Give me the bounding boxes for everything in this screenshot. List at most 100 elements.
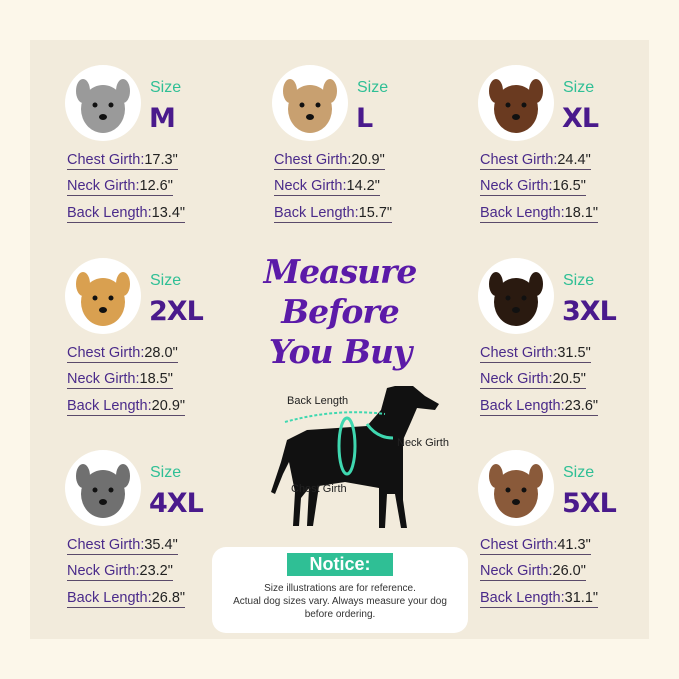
- back-length-row: Back Length:23.6": [480, 398, 599, 416]
- neck-girth-row: Neck Girth:20.5": [480, 371, 586, 389]
- chest-girth-label: Chest Girth:: [480, 537, 558, 553]
- chest-girth-value: 24.4": [557, 152, 591, 168]
- dog-photo: [65, 450, 141, 526]
- chest-girth-value: 35.4": [144, 537, 178, 553]
- chest-girth-value: 28.0": [144, 345, 178, 361]
- back-length-value: 13.4": [151, 205, 186, 221]
- size-value: M: [149, 103, 176, 134]
- back-length-label: Back Length:: [480, 205, 565, 221]
- dog-silhouette-icon: [271, 386, 439, 528]
- notice-line: Actual dog sizes vary. Always measure yo…: [233, 596, 447, 607]
- size-value: XL: [562, 103, 599, 134]
- chest-girth-value: 41.3": [557, 537, 591, 553]
- neck-girth-value: 23.2": [139, 563, 173, 579]
- neck-girth-row: Neck Girth:16.5": [480, 178, 586, 196]
- chest-girth-value: 20.9": [351, 152, 385, 168]
- back-length-value: 26.8": [151, 590, 186, 606]
- notice-line: before ordering.: [304, 609, 376, 620]
- back-length-row: Back Length:31.1": [480, 590, 599, 608]
- title-line: Before: [281, 292, 399, 331]
- size-label: Size: [150, 464, 182, 481]
- notice-box: Notice: Size illustrations are for refer…: [212, 547, 468, 633]
- size-value: L: [356, 103, 373, 134]
- neck-girth-label: Neck Girth:: [67, 371, 140, 387]
- chest-girth-label: Chest Girth: [291, 483, 347, 495]
- chest-girth-label: Chest Girth:: [67, 537, 145, 553]
- neck-girth-label: Neck Girth:: [67, 178, 140, 194]
- neck-girth-value: 20.5": [552, 371, 586, 387]
- neck-girth-label: Neck Girth:: [480, 563, 553, 579]
- back-length-row: Back Length:26.8": [67, 590, 186, 608]
- chest-girth-label: Chest Girth:: [67, 152, 145, 168]
- size-value: 3XL: [562, 296, 617, 327]
- size-label: Size: [150, 272, 182, 289]
- size-card: Size M Chest Girth:17.3" Neck Girth:12.6…: [65, 65, 255, 235]
- notice-title: Notice:: [287, 553, 393, 576]
- neck-girth-value: 16.5": [552, 178, 586, 194]
- neck-girth-row: Neck Girth:18.5": [67, 371, 173, 389]
- chest-girth-label: Chest Girth:: [480, 152, 558, 168]
- dog-photo: [272, 65, 348, 141]
- notice-line: Size illustrations are for reference.: [264, 583, 416, 594]
- neck-girth-row: Neck Girth:12.6": [67, 178, 173, 196]
- size-label: Size: [357, 79, 389, 96]
- title-line: Measure: [263, 252, 418, 291]
- back-length-label: Back Length:: [480, 398, 565, 414]
- neck-girth-label: Neck Girth:: [480, 371, 553, 387]
- back-length-value: 31.1": [564, 590, 599, 606]
- neck-girth-row: Neck Girth:26.0": [480, 563, 586, 581]
- size-value: 2XL: [149, 296, 204, 327]
- back-length-label: Back Length:: [480, 590, 565, 606]
- chest-girth-label: Chest Girth:: [480, 345, 558, 361]
- back-length-label: Back Length:: [274, 205, 359, 221]
- chest-girth-row: Chest Girth:20.9": [274, 152, 385, 170]
- chest-girth-row: Chest Girth:35.4": [67, 537, 178, 555]
- dog-photo: [65, 258, 141, 334]
- size-label: Size: [150, 79, 182, 96]
- dog-photo: [65, 65, 141, 141]
- size-label: Size: [563, 79, 595, 96]
- neck-girth-label: Neck Girth:: [67, 563, 140, 579]
- neck-girth-value: 26.0": [552, 563, 586, 579]
- back-length-label: Back Length:: [67, 205, 152, 221]
- back-length-value: 23.6": [564, 398, 599, 414]
- neck-girth-value: 14.2": [346, 178, 380, 194]
- chest-girth-label: Chest Girth:: [67, 345, 145, 361]
- back-length-row: Back Length:13.4": [67, 205, 186, 223]
- size-value: 4XL: [149, 488, 204, 519]
- neck-girth-value: 12.6": [139, 178, 173, 194]
- dog-photo: [478, 258, 554, 334]
- neck-girth-label: Neck Girth:: [274, 178, 347, 194]
- title-line: You Buy: [268, 332, 412, 371]
- back-length-value: 20.9": [151, 398, 186, 414]
- chest-girth-row: Chest Girth:17.3": [67, 152, 178, 170]
- back-length-row: Back Length:20.9": [67, 398, 186, 416]
- size-label: Size: [563, 464, 595, 481]
- neck-girth-row: Neck Girth:14.2": [274, 178, 380, 196]
- back-length-label: Back Length:: [67, 398, 152, 414]
- size-card: Size 3XL Chest Girth:31.5" Neck Girth:20…: [478, 258, 668, 428]
- neck-girth-label: Neck Girth: [397, 437, 449, 449]
- back-length-label: Back Length: [287, 395, 349, 407]
- size-card: Size 5XL Chest Girth:41.3" Neck Girth:26…: [478, 450, 668, 620]
- chest-girth-label: Chest Girth:: [274, 152, 352, 168]
- dog-photo: [478, 450, 554, 526]
- back-length-row: Back Length:18.1": [480, 205, 599, 223]
- neck-girth-label: Neck Girth:: [480, 178, 553, 194]
- back-length-value: 18.1": [564, 205, 599, 221]
- size-card: Size L Chest Girth:20.9" Neck Girth:14.2…: [272, 65, 462, 235]
- chest-girth-row: Chest Girth:41.3": [480, 537, 591, 555]
- back-length-value: 15.7": [358, 205, 393, 221]
- size-value: 5XL: [562, 488, 617, 519]
- chest-girth-row: Chest Girth:31.5": [480, 345, 591, 363]
- chest-girth-row: Chest Girth:24.4": [480, 152, 591, 170]
- back-length-row: Back Length:15.7": [274, 205, 393, 223]
- neck-girth-row: Neck Girth:23.2": [67, 563, 173, 581]
- chest-girth-row: Chest Girth:28.0": [67, 345, 178, 363]
- background-panel: [30, 40, 649, 639]
- size-card: Size XL Chest Girth:24.4" Neck Girth:16.…: [478, 65, 668, 235]
- neck-girth-value: 18.5": [139, 371, 173, 387]
- size-card: Size 4XL Chest Girth:35.4" Neck Girth:23…: [65, 450, 255, 620]
- dog-photo: [478, 65, 554, 141]
- page-title: Measure Before You Buy: [240, 252, 440, 372]
